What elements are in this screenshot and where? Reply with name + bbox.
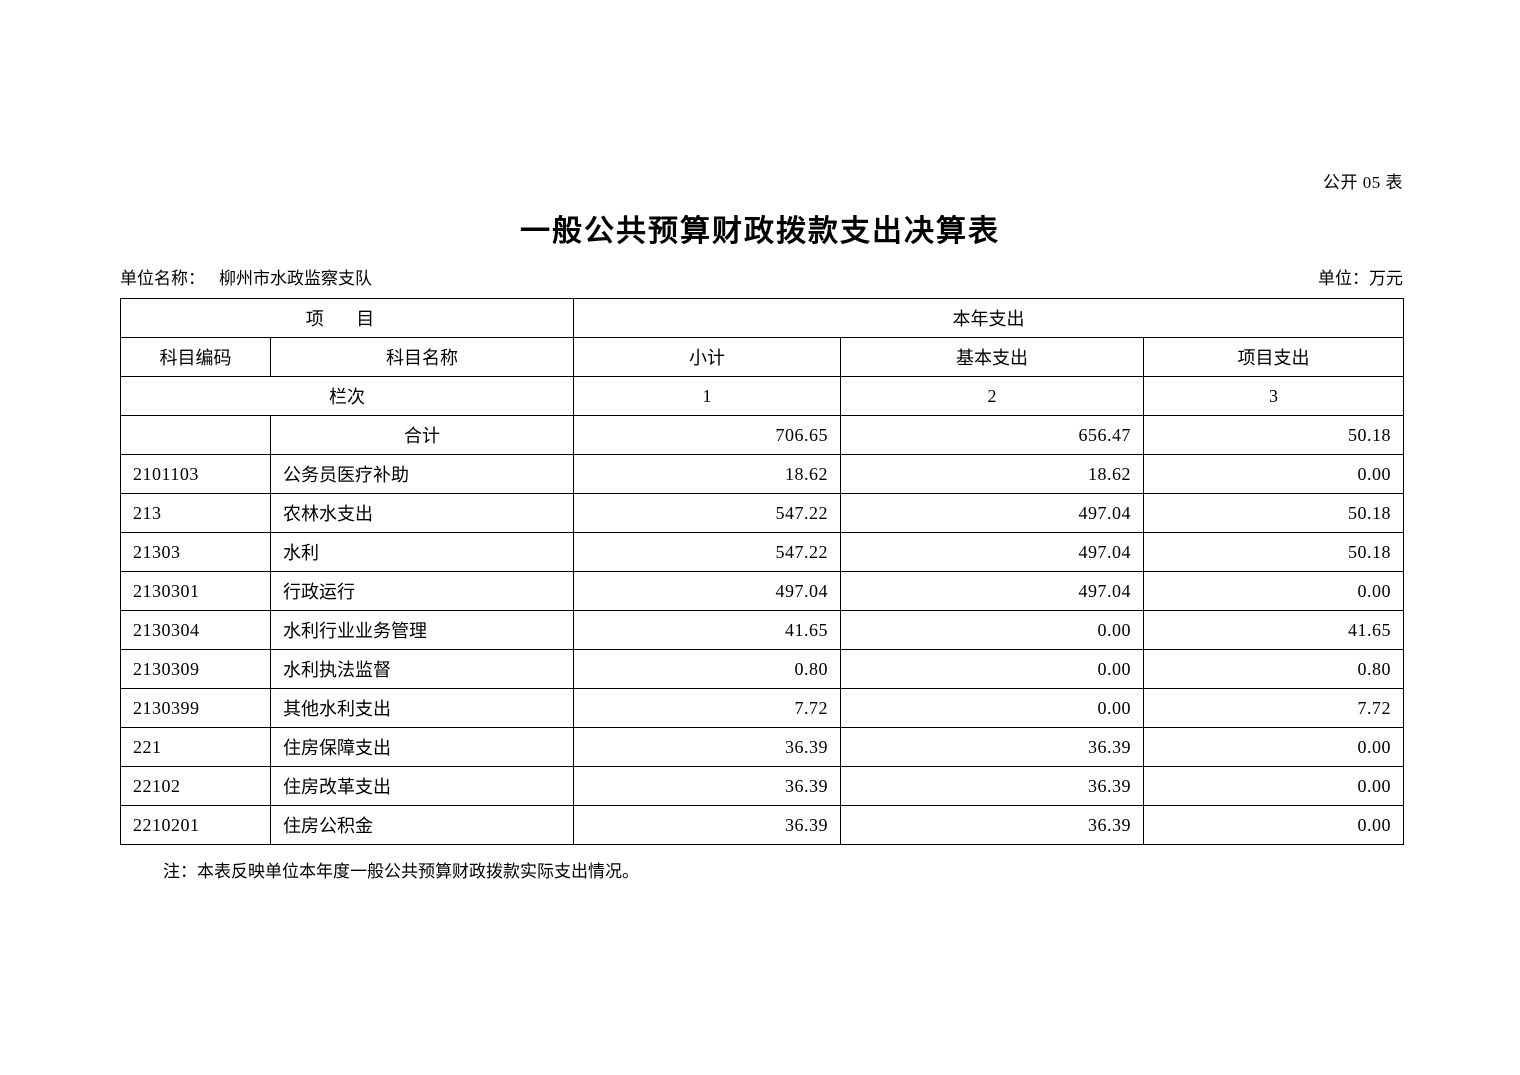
table-row: 213 农林水支出 547.22 497.04 50.18: [120, 493, 1405, 533]
unit-name-block: 单位名称： 柳州市水政监察支队: [120, 264, 372, 289]
header-index-basic: 2: [840, 376, 1144, 416]
cell-subject-code: 22102: [120, 766, 271, 806]
cell-subject-name: 住房改革支出: [270, 766, 574, 806]
cell-subject-code: 2130304: [120, 610, 271, 650]
header-group-row: 项 目 本年支出: [120, 298, 1405, 338]
cell-project: 0.00: [1142, 766, 1405, 806]
cell-subject-name: 水利行业业务管理: [270, 610, 574, 650]
header-columns-row: 科目编码 科目名称 小计 基本支出 项目支出: [120, 337, 1405, 377]
table-body: 项 目 本年支出 科目编码 科目名称 小计 基本支出 项目支出 栏次 1 2 3…: [120, 298, 1405, 845]
cell-subtotal: 497.04: [573, 571, 841, 611]
table-row: 合计 706.65 656.47 50.18: [120, 415, 1405, 455]
header-col-name: 科目名称: [270, 337, 574, 377]
header-col-project: 项目支出: [1142, 337, 1405, 377]
unit-name-value: 柳州市水政监察支队: [219, 269, 372, 288]
cell-subtotal: 36.39: [573, 805, 841, 845]
cell-basic: 497.04: [840, 571, 1144, 611]
cell-project: 50.18: [1142, 415, 1405, 455]
budget-expenditure-table: 项 目 本年支出 科目编码 科目名称 小计 基本支出 项目支出 栏次 1 2 3…: [120, 298, 1405, 845]
cell-project: 7.72: [1142, 688, 1405, 728]
header-index-subtotal: 1: [573, 376, 841, 416]
cell-subject-code: 221: [120, 727, 271, 767]
currency-unit-label: 单位：万元: [1318, 269, 1403, 288]
cell-project: 0.00: [1142, 571, 1405, 611]
header-index-project: 3: [1142, 376, 1405, 416]
cell-subject-name: 公务员医疗补助: [270, 454, 574, 494]
header-index-row: 栏次 1 2 3: [120, 376, 1405, 416]
cell-basic: 36.39: [840, 727, 1144, 767]
cell-basic: 656.47: [840, 415, 1144, 455]
table-row: 2101103 公务员医疗补助 18.62 18.62 0.00: [120, 454, 1405, 494]
header-year-expenditure-group: 本年支出: [572, 298, 1405, 338]
cell-subject-name: 水利: [270, 532, 574, 572]
table-row: 2130304 水利行业业务管理 41.65 0.00 41.65: [120, 610, 1405, 650]
cell-basic: 0.00: [840, 688, 1144, 728]
header-row-index-label: 栏次: [120, 376, 574, 416]
cell-basic: 0.00: [840, 610, 1144, 650]
cell-subject-name: 合计: [270, 415, 574, 455]
cell-basic: 497.04: [840, 493, 1144, 533]
table-row: 221 住房保障支出 36.39 36.39 0.00: [120, 727, 1405, 767]
table-row: 22102 住房改革支出 36.39 36.39 0.00: [120, 766, 1405, 806]
cell-project: 0.00: [1142, 454, 1405, 494]
cell-subject-name: 行政运行: [270, 571, 574, 611]
cell-subject-code: 21303: [120, 532, 271, 572]
header-col-basic: 基本支出: [840, 337, 1144, 377]
header-col-subtotal: 小计: [573, 337, 841, 377]
cell-basic: 0.00: [840, 649, 1144, 689]
cell-subtotal: 706.65: [573, 415, 841, 455]
cell-project: 41.65: [1142, 610, 1405, 650]
cell-project: 50.18: [1142, 493, 1405, 533]
table-row: 2130309 水利执法监督 0.80 0.00 0.80: [120, 649, 1405, 689]
table-row: 2130399 其他水利支出 7.72 0.00 7.72: [120, 688, 1405, 728]
table-row: 2210201 住房公积金 36.39 36.39 0.00: [120, 805, 1405, 845]
cell-basic: 497.04: [840, 532, 1144, 572]
cell-project: 50.18: [1142, 532, 1405, 572]
cell-subject-name: 住房保障支出: [270, 727, 574, 767]
cell-subject-name: 住房公积金: [270, 805, 574, 845]
cell-subject-code: 2130301: [120, 571, 271, 611]
header-item-group: 项 目: [120, 298, 574, 338]
cell-project: 0.00: [1142, 805, 1405, 845]
cell-subtotal: 547.22: [573, 493, 841, 533]
cell-subtotal: 36.39: [573, 727, 841, 767]
table-note: 注：本表反映单位本年度一般公共预算财政拨款实际支出情况。: [163, 862, 639, 881]
cell-project: 0.80: [1142, 649, 1405, 689]
cell-subject-name: 其他水利支出: [270, 688, 574, 728]
cell-subject-code: 2130309: [120, 649, 271, 689]
cell-subtotal: 41.65: [573, 610, 841, 650]
cell-subject-code: 2210201: [120, 805, 271, 845]
table-row: 2130301 行政运行 497.04 497.04 0.00: [120, 571, 1405, 611]
cell-subject-name: 水利执法监督: [270, 649, 574, 689]
unit-name-label: 单位名称：: [120, 269, 205, 288]
cell-subtotal: 547.22: [573, 532, 841, 572]
table-row: 21303 水利 547.22 497.04 50.18: [120, 532, 1405, 572]
cell-subtotal: 0.80: [573, 649, 841, 689]
cell-project: 0.00: [1142, 727, 1405, 767]
cell-subject-code: 2101103: [120, 454, 271, 494]
page-title: 一般公共预算财政拨款支出决算表: [520, 215, 1000, 248]
cell-subject-code: 213: [120, 493, 271, 533]
cell-subject-code: 2130399: [120, 688, 271, 728]
header-col-code: 科目编码: [120, 337, 271, 377]
cell-subject-code: [120, 415, 271, 455]
cell-subtotal: 18.62: [573, 454, 841, 494]
cell-subject-name: 农林水支出: [270, 493, 574, 533]
cell-basic: 36.39: [840, 805, 1144, 845]
cell-basic: 36.39: [840, 766, 1144, 806]
form-tag: 公开 05 表: [1323, 173, 1403, 192]
meta-row: 单位名称： 柳州市水政监察支队 单位：万元: [120, 264, 1403, 289]
cell-subtotal: 36.39: [573, 766, 841, 806]
cell-subtotal: 7.72: [573, 688, 841, 728]
cell-basic: 18.62: [840, 454, 1144, 494]
